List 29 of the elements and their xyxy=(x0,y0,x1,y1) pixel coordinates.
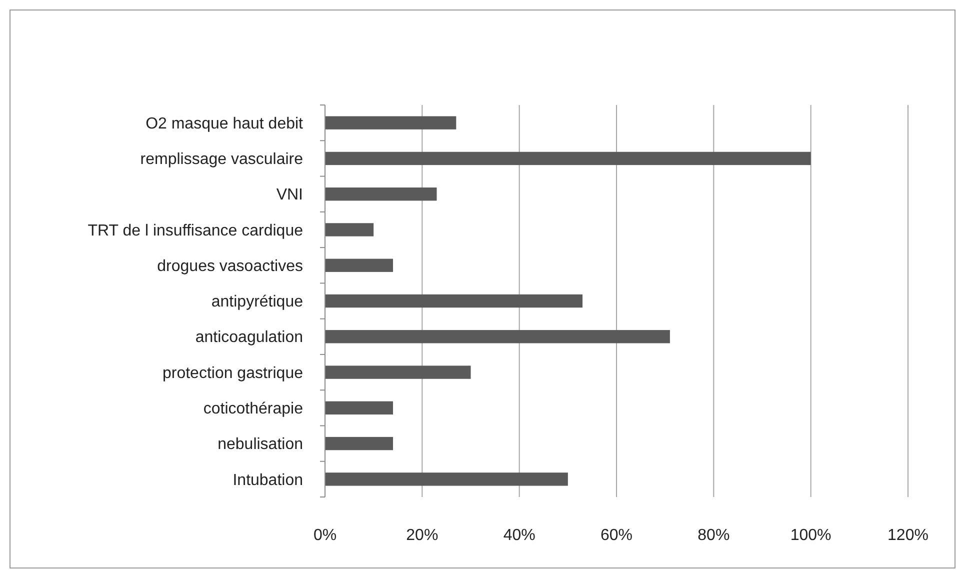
bar xyxy=(325,401,394,414)
y-tick-label: VNI xyxy=(276,186,303,204)
y-tick-label: remplissage vasculaire xyxy=(140,151,304,168)
x-tick-label: 20% xyxy=(406,527,438,544)
x-tick-label: 80% xyxy=(698,527,730,544)
y-tick-label: nebulisation xyxy=(218,436,303,454)
bar xyxy=(325,436,394,450)
bar xyxy=(325,330,670,344)
x-tick-label: 40% xyxy=(503,527,536,544)
y-tick-label: anticoagulation xyxy=(195,329,303,346)
x-tick-label: 0% xyxy=(313,527,337,544)
y-tick-label: O2 masque haut debit xyxy=(146,115,304,132)
bar xyxy=(325,366,471,379)
bar xyxy=(325,472,568,486)
y-tick-label: TRT de l insuffisance cardique xyxy=(88,222,304,240)
bar xyxy=(325,258,394,272)
bar xyxy=(325,152,811,166)
bar xyxy=(325,116,456,130)
y-tick-label: drogues vasoactives xyxy=(157,258,303,275)
bar xyxy=(325,294,582,308)
x-tick-label: 120% xyxy=(888,527,928,544)
x-tick-label: 100% xyxy=(790,527,832,544)
x-tick-label: 60% xyxy=(600,527,633,544)
bar xyxy=(325,188,437,201)
y-tick-label: coticothérapie xyxy=(203,400,304,418)
y-tick-label: antipyrétique xyxy=(211,294,304,311)
y-tick-label: protection gastrique xyxy=(162,364,304,382)
bar xyxy=(325,223,374,236)
y-tick-label: Intubation xyxy=(232,472,303,489)
